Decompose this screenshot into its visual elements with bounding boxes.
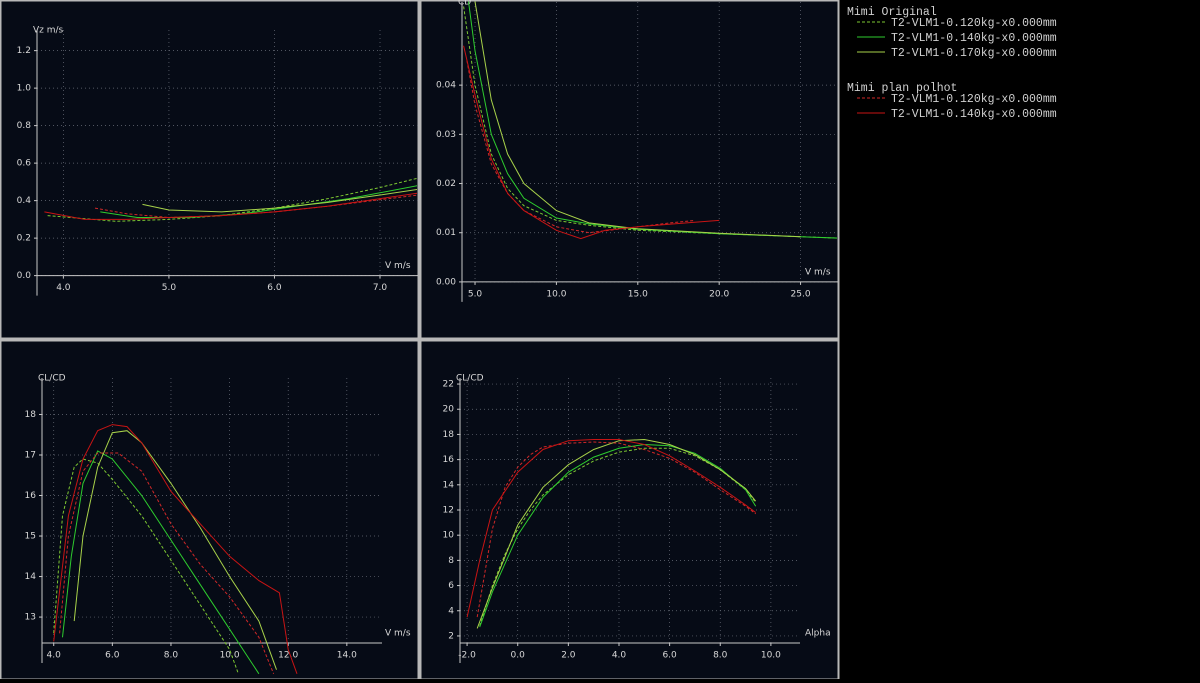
x-tick-label: 4.0 <box>612 651 627 661</box>
series-line <box>476 441 757 618</box>
y-tick-label: 0.02 <box>436 179 456 189</box>
y-tick-label: 2 <box>448 631 454 641</box>
series-line <box>53 424 298 674</box>
x-tick-label: 2.0 <box>561 651 576 661</box>
series-line <box>466 439 756 618</box>
legend-entry: T2-VLM1-0.170kg-x0.000mm <box>891 47 1057 60</box>
y-tick-label: 22 <box>443 380 454 390</box>
y-tick-label: 4 <box>448 606 454 616</box>
y-tick-label: 14 <box>25 572 37 582</box>
chart-panel: 5.0 10.0 15.0 20.0 25.0 0.00 0.01 0.02 0.03 0.04 C… <box>419 0 840 340</box>
x-tick-label: 6.0 <box>105 651 120 661</box>
y-tick-label: 14 <box>443 480 455 490</box>
chart-panel: 4.0 6.0 8.0 10.0 12.0 14.0 13 14 15 16 17 18 CL/CD V … <box>0 339 420 681</box>
x-tick-label: 14.0 <box>337 651 357 661</box>
y-tick-label: 0.01 <box>436 228 456 238</box>
legend-group-title: Mimi Original <box>847 6 937 19</box>
y-axis-label: Vz m/s <box>33 26 64 36</box>
x-tick-label: 10.0 <box>546 289 566 299</box>
series-line <box>53 458 239 674</box>
y-axis-label: CL/CD <box>38 374 66 384</box>
y-tick-label: 0.2 <box>17 234 31 244</box>
x-axis-label: Alpha <box>805 629 831 639</box>
y-tick-label: 17 <box>25 450 36 460</box>
x-tick-label: 4.0 <box>56 283 71 293</box>
legend: Mimi OriginalT2-VLM1-0.120kg-x0.000mmT2-… <box>847 6 1057 121</box>
y-tick-label: 0.00 <box>436 277 456 287</box>
series-line <box>59 452 275 674</box>
y-tick-label: 13 <box>25 613 36 623</box>
chart-panel: 4.0 5.0 6.0 7.0 0.0 0.2 0.4 0.6 0.8 1.0 1.2Vz m/s V… <box>0 0 420 340</box>
y-tick-label: 0.03 <box>436 130 456 140</box>
y-tick-label: 0.6 <box>17 159 32 169</box>
x-tick-label: 20.0 <box>709 289 729 299</box>
y-tick-label: 10 <box>443 531 455 541</box>
legend-entry: T2-VLM1-0.120kg-x0.000mm <box>891 93 1057 106</box>
legend-group-title: Mimi plan polhot <box>847 82 957 95</box>
y-tick-label: 0.8 <box>17 121 32 131</box>
y-axis-label: CL/CD <box>456 374 484 384</box>
x-tick-label: 6.0 <box>662 651 677 661</box>
legend-entry: T2-VLM1-0.120kg-x0.000mm <box>891 17 1057 30</box>
y-tick-label: 6 <box>448 581 454 591</box>
y-tick-label: 1.2 <box>17 46 31 56</box>
y-tick-label: 0.0 <box>17 271 32 281</box>
y-tick-label: 8 <box>448 556 454 566</box>
y-tick-label: 16 <box>443 455 455 465</box>
panel-background <box>0 0 420 340</box>
x-tick-label: -2.0 <box>458 651 476 661</box>
y-tick-label: 20 <box>443 405 455 415</box>
series-line <box>463 45 720 240</box>
x-tick-label: 4.0 <box>47 651 62 661</box>
x-tick-label: 8.0 <box>164 651 179 661</box>
y-tick-label: 18 <box>25 410 37 420</box>
x-axis-label: V m/s <box>805 267 831 277</box>
x-tick-label: 12.0 <box>278 651 298 661</box>
panel-background <box>419 339 840 681</box>
x-tick-label: 10.0 <box>761 651 781 661</box>
series-line <box>142 189 417 213</box>
series-line <box>463 6 837 239</box>
x-tick-label: 6.0 <box>267 283 282 293</box>
x-axis-label: V m/s <box>385 629 411 639</box>
series-line <box>44 192 417 220</box>
y-axis-label: CD <box>458 0 471 8</box>
x-tick-label: 5.0 <box>162 283 177 293</box>
y-tick-label: 15 <box>25 532 36 542</box>
x-tick-label: 5.0 <box>468 289 483 299</box>
series-line <box>479 443 757 628</box>
x-tick-label: 7.0 <box>373 283 388 293</box>
series-line <box>62 450 260 675</box>
y-tick-label: 0.04 <box>436 81 456 91</box>
chart-panel: -2.0 0.0 2.0 4.0 6.0 8.0 10.0 2 4 6 8 10 12 14 16 18 20 2… <box>419 339 840 681</box>
x-tick-label: 8.0 <box>713 651 728 661</box>
y-tick-label: 1.0 <box>17 84 32 94</box>
x-axis-label: V m/s <box>385 261 411 271</box>
series-line <box>47 177 417 222</box>
x-tick-label: 15.0 <box>628 289 648 299</box>
y-tick-label: 16 <box>25 491 37 501</box>
series-line <box>476 438 757 629</box>
x-tick-label: 0.0 <box>511 651 526 661</box>
legend-entry: T2-VLM1-0.140kg-x0.000mm <box>891 108 1057 121</box>
y-tick-label: 0.4 <box>17 196 32 206</box>
series-line <box>474 1 801 238</box>
y-tick-label: 12 <box>443 505 454 515</box>
legend-entry: T2-VLM1-0.140kg-x0.000mm <box>891 32 1057 45</box>
x-tick-label: 10.0 <box>220 651 240 661</box>
x-tick-label: 25.0 <box>791 289 811 299</box>
y-tick-label: 18 <box>443 430 455 440</box>
